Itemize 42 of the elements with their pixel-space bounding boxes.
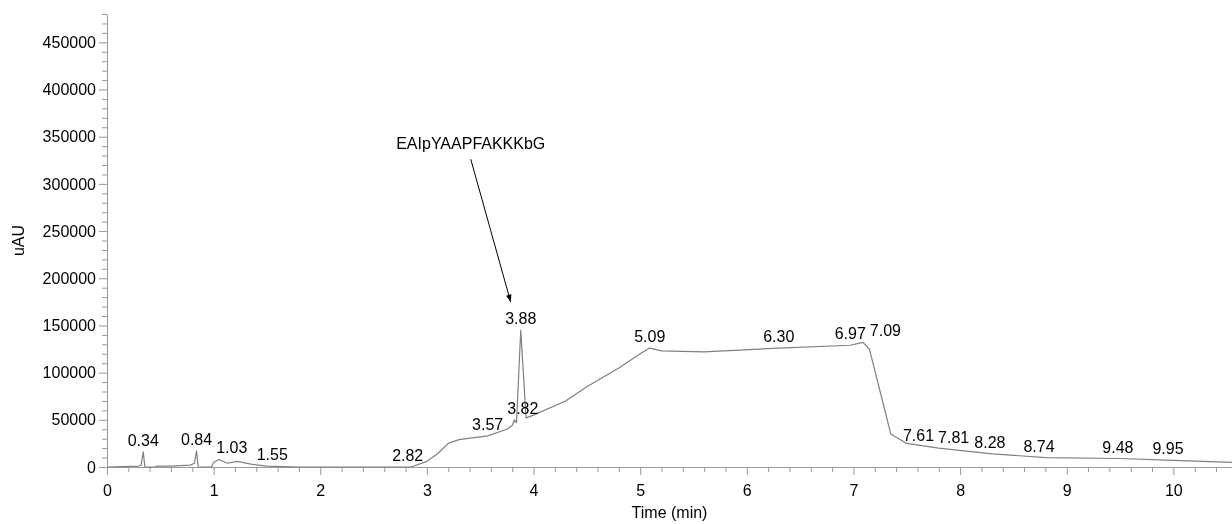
y-tick-label: 150000: [42, 317, 97, 335]
annotation: 3.82: [507, 399, 539, 417]
annotation: 3.57: [472, 415, 504, 433]
x-tick-label: 2: [316, 481, 326, 499]
annotation: 7.81: [938, 429, 970, 447]
annotation: 0.34: [127, 431, 159, 449]
y-tick-label: 250000: [42, 222, 97, 240]
annotation: EAIpYAAPFAKKKbG: [396, 135, 546, 153]
annotation: 8.74: [1023, 437, 1055, 455]
y-tick-label: 450000: [42, 33, 97, 51]
annotation: 7.61: [902, 427, 935, 445]
annotation: 6.30: [763, 328, 795, 346]
x-tick-label: 6: [742, 481, 752, 499]
y-axis-title: uAU: [10, 224, 27, 257]
x-tick-label: 10: [1164, 481, 1183, 499]
x-tick-label: 1: [209, 481, 219, 499]
x-tick-label: 7: [849, 481, 859, 499]
x-axis-title: Time (min): [631, 504, 708, 521]
y-tick-label: 300000: [42, 175, 97, 193]
annotation: 9.95: [1152, 440, 1184, 458]
annotation: 1.55: [256, 446, 288, 464]
annotation: 3.88: [505, 310, 537, 328]
y-tick-label: 400000: [42, 81, 97, 99]
y-tick-label: 100000: [42, 364, 97, 382]
x-tick-label: 5: [636, 481, 646, 499]
y-tick-label: 200000: [42, 269, 97, 287]
x-tick-label: 8: [956, 481, 966, 499]
y-tick-label: 0: [87, 458, 97, 476]
annotation: 8.28: [974, 433, 1006, 451]
annotation: 0.84: [181, 430, 213, 448]
y-tick-label: 350000: [42, 128, 97, 146]
annotation: 9.48: [1102, 438, 1134, 456]
annotation: 5.09: [634, 328, 666, 346]
annotation: 7.09: [869, 322, 902, 340]
x-tick-label: 3: [422, 481, 432, 499]
x-tick-label: 0: [103, 481, 113, 499]
annotation: 6.97: [834, 325, 866, 343]
y-tick-label: 50000: [51, 411, 97, 429]
x-tick-label: 9: [1062, 481, 1072, 499]
annotation: 1.03: [216, 439, 248, 457]
annotation: 2.82: [392, 447, 424, 464]
x-tick-label: 4: [529, 481, 539, 499]
